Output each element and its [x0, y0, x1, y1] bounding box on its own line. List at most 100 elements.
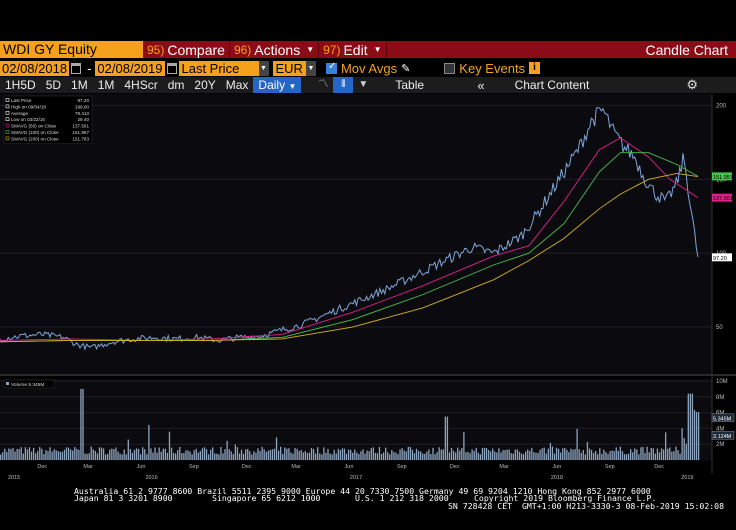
info-icon[interactable]: i: [529, 62, 541, 74]
volume-bar: [32, 447, 35, 460]
edit-menu-button[interactable]: 97) Edit ▼: [319, 41, 387, 58]
frequency-label: Daily: [258, 78, 286, 92]
double-chevron-left-icon[interactable]: «: [477, 77, 485, 93]
pencil-icon[interactable]: ✎: [401, 62, 411, 75]
line-chart-icon[interactable]: 〽: [318, 79, 329, 90]
volume-bar: [162, 448, 164, 460]
volume-bar: [463, 432, 465, 460]
volume-bar: [47, 451, 49, 460]
legend-label: Last Price: [11, 98, 32, 103]
volume-bar: [150, 448, 152, 460]
period-1m[interactable]: 1M: [71, 78, 88, 92]
chevron-down-icon[interactable]: ▼: [258, 60, 269, 76]
volume-bar: [444, 416, 447, 460]
volume-bar: [267, 450, 269, 460]
volume-tag-box: [711, 413, 735, 423]
volume-bar: [92, 449, 94, 460]
volume-legend: Volume 5.345M: [3, 379, 55, 389]
series-lines: [0, 106, 699, 351]
calendar-icon[interactable]: [71, 62, 82, 74]
volume-bar: [172, 452, 175, 460]
price-volume-chart[interactable]: 2001501005010M8M6M4M2MDecMarJunSepDecMar…: [0, 94, 736, 490]
volume-bar: [4, 448, 6, 460]
actions-menu-button[interactable]: 96) Actions ▼: [230, 41, 320, 58]
key-events-checkbox[interactable]: [444, 62, 456, 74]
legend-swatch: [5, 117, 10, 122]
compare-menu-button[interactable]: 95) Compare: [143, 41, 230, 58]
volume-bar: [492, 448, 494, 460]
volume-bar: [395, 452, 397, 460]
volume-bar: [321, 454, 323, 460]
volume-bar: [356, 452, 358, 460]
chevron-down-icon[interactable]: ▼: [358, 79, 369, 90]
sma-200-line: [0, 172, 699, 343]
volume-bar: [434, 454, 436, 460]
end-date-input[interactable]: 02/08/2019: [95, 60, 165, 76]
volume-bar: [368, 451, 370, 460]
volume-bar: [613, 451, 615, 460]
volume-bar: [331, 454, 333, 460]
start-date-input[interactable]: 02/08/2018: [0, 60, 70, 76]
volume-bar: [500, 452, 502, 460]
volume-bar: [603, 449, 605, 460]
volume-bar: [574, 449, 576, 460]
x-month-label: Mar: [499, 464, 509, 470]
volume-bar: [430, 454, 432, 460]
volume-bar: [45, 450, 47, 460]
volume-bar: [562, 448, 564, 460]
security-ticker-field[interactable]: WDI GY Equity: [0, 41, 143, 58]
volume-bar: [642, 446, 644, 460]
volume-bar: [535, 452, 537, 460]
x-month-label: Jun: [137, 464, 146, 470]
period-dm[interactable]: dm: [167, 78, 185, 92]
currency-select[interactable]: EUR: [272, 60, 306, 76]
volume-bar: [232, 453, 234, 460]
volume-bar: [401, 448, 403, 460]
volume-bar: [296, 448, 298, 460]
volume-bar: [187, 450, 189, 460]
volume-bar: [275, 437, 278, 460]
volume-bar: [572, 449, 574, 460]
volume-bar: [164, 448, 167, 460]
period-5d[interactable]: 5D: [45, 78, 62, 92]
footer-copyright: Copyright 2019 Bloomberg Finance L.P.: [474, 493, 657, 503]
volume-bar: [82, 388, 84, 460]
table-button[interactable]: Table: [395, 78, 425, 92]
key-events-label: Key Events: [459, 60, 526, 76]
period-4hscr[interactable]: 4HScr: [124, 78, 158, 92]
volume-bar: [28, 447, 31, 460]
period-1h5d[interactable]: 1H5D: [5, 78, 36, 92]
volume-bar: [469, 453, 471, 460]
period-max[interactable]: Max: [225, 78, 249, 92]
volume-bar: [533, 452, 535, 460]
volume-bar: [440, 449, 442, 460]
x-month-label: Sep: [189, 464, 199, 470]
calendar-icon[interactable]: [166, 62, 177, 74]
price-field-select[interactable]: Last Price: [178, 60, 259, 76]
frequency-select[interactable]: Daily ▼: [253, 77, 302, 93]
volume-bar: [199, 451, 202, 460]
gear-icon[interactable]: ⚙: [686, 77, 698, 92]
volume-bar: [560, 452, 562, 460]
candle-chart-icon[interactable]: ⫴: [333, 77, 354, 93]
volume-bar: [520, 453, 523, 460]
volume-tick-label: 2M: [716, 442, 724, 448]
legend-label: High on 09/04/18: [11, 104, 46, 109]
actions-label: Actions: [254, 41, 301, 58]
period-1m-alt[interactable]: 1M: [97, 78, 115, 92]
mov-avgs-checkbox[interactable]: [325, 61, 337, 74]
volume-bar: [255, 452, 257, 460]
volume-bar: [422, 453, 424, 460]
volume-bar: [53, 449, 55, 460]
volume-bar: [689, 393, 692, 460]
volume-bar: [212, 447, 214, 460]
period-20y[interactable]: 20Y: [194, 78, 216, 92]
chevron-down-icon[interactable]: ▼: [305, 60, 316, 76]
chart-content-button[interactable]: Chart Content: [514, 78, 590, 92]
volume-bar: [607, 453, 609, 460]
volume-bar: [502, 450, 504, 460]
volume-bar: [333, 449, 335, 460]
volume-legend-label: Volume 5.345M: [11, 382, 44, 388]
legend-box: [3, 95, 93, 145]
volume-bar: [140, 454, 142, 460]
